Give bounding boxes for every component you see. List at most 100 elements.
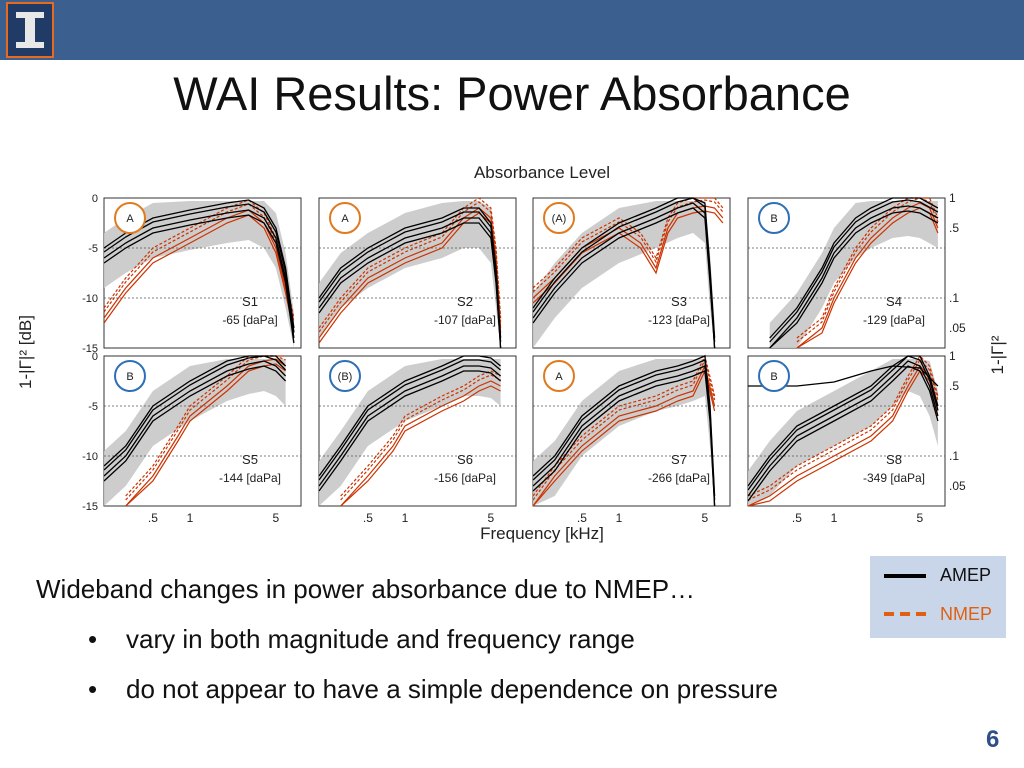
- group-label: B: [770, 213, 777, 225]
- x-tick-label: 1: [831, 511, 838, 525]
- legend: AMEP NMEP: [870, 556, 1006, 638]
- group-label: A: [126, 213, 134, 225]
- x-tick-label: 1: [402, 511, 409, 525]
- chart-title: Absorbance Level: [473, 163, 611, 182]
- amep-trace: [532, 207, 716, 349]
- y-tick-label: -5: [88, 401, 98, 413]
- amep-trace: [747, 355, 939, 487]
- page-number: 6: [986, 726, 1000, 753]
- nmep-trace: [532, 364, 716, 507]
- nmep-trace: [747, 355, 939, 497]
- normative-band: [533, 201, 715, 348]
- amep-trace: [769, 205, 939, 349]
- nmep-trace: [532, 199, 724, 293]
- pressure-label: -156 [daPa]: [434, 471, 496, 485]
- pressure-label: -266 [daPa]: [648, 471, 710, 485]
- nmep-trace: [318, 197, 502, 329]
- group-circle-marker: [758, 202, 790, 234]
- group-circle-marker: [114, 202, 146, 234]
- nmep-trace: [532, 210, 724, 304]
- normative-band: [104, 201, 294, 348]
- subject-label: S4: [886, 294, 902, 309]
- normative-band: [104, 359, 286, 506]
- group-label: A: [341, 213, 349, 225]
- subject-label: S1: [242, 294, 258, 309]
- nmep-trace: [796, 202, 939, 349]
- y-tick-label: -5: [88, 243, 98, 255]
- bullet-marker: •: [88, 674, 98, 704]
- header-bar: [0, 0, 1024, 60]
- amep-trace: [103, 214, 295, 344]
- right-tick-label: .5: [949, 221, 959, 235]
- amep-trace: [769, 210, 939, 349]
- right-tick-label: 1: [949, 349, 956, 363]
- group-circle-marker: [758, 360, 790, 392]
- amep-trace: [318, 207, 502, 339]
- amep-trace: [532, 197, 716, 339]
- amep-trace: [747, 365, 939, 502]
- pressure-label: -129 [daPa]: [863, 313, 925, 327]
- right-tick-label: .5: [949, 379, 959, 393]
- body-text: Wideband changes in power absorbance due…: [36, 574, 696, 604]
- amep-trace: [318, 370, 502, 492]
- group-circle-marker: [543, 202, 575, 234]
- subject-label: S3: [671, 294, 687, 309]
- nmep-trace: [340, 380, 501, 507]
- subject-label: S7: [671, 452, 687, 467]
- nmep-trace: [103, 203, 295, 323]
- amep-trace: [318, 222, 502, 349]
- nmep-trace: [340, 374, 501, 501]
- group-label: (A): [552, 213, 567, 225]
- amep-trace: [532, 355, 716, 497]
- bullet-text: do not appear to have a simple dependenc…: [126, 674, 778, 704]
- amep-trace: [318, 359, 502, 481]
- amep-trace: [769, 197, 939, 339]
- group-circle-marker: [329, 360, 361, 392]
- right-tick-label: .05: [949, 321, 966, 335]
- subject-label: S5: [242, 452, 258, 467]
- amep-trace: [747, 355, 939, 491]
- absorbance-charts: A S1 -65 [daPa] 0 -5 -10 -15 A S2 -107 [daPa] (A) S…: [82, 191, 966, 525]
- nmep-trace: [532, 369, 716, 507]
- normative-band: [748, 359, 938, 506]
- nmep-trace: [532, 354, 716, 497]
- x-tick-label: .5: [148, 511, 158, 525]
- normative-band: [769, 201, 938, 348]
- bullet-marker: •: [88, 624, 98, 654]
- y-tick-label: -10: [82, 451, 98, 463]
- amep-trace: [747, 360, 939, 497]
- amep-trace: [532, 370, 716, 507]
- amep-trace: [103, 360, 287, 477]
- y-tick-label: -15: [82, 501, 98, 513]
- legend-amep-label: AMEP: [940, 565, 992, 585]
- pressure-label: -65 [daPa]: [222, 313, 277, 327]
- right-tick-label: .1: [949, 291, 959, 305]
- right-tick-label: .1: [949, 449, 959, 463]
- amep-trace: [318, 365, 502, 487]
- y-tick-label: 0: [92, 351, 98, 363]
- x-tick-label: 1: [616, 511, 623, 525]
- group-circle-marker: [329, 202, 361, 234]
- nmep-trace: [103, 209, 295, 329]
- right-tick-label: 1: [949, 191, 956, 205]
- nmep-trace: [103, 214, 295, 334]
- subject-label: S2: [457, 294, 473, 309]
- nmep-trace: [340, 385, 501, 507]
- nmep-trace: [125, 358, 286, 507]
- amep-trace: [748, 365, 939, 387]
- x-axis-label: Frequency [kHz]: [480, 524, 604, 543]
- x-tick-label: .5: [577, 511, 587, 525]
- group-label: (B): [338, 371, 353, 383]
- normative-band: [319, 359, 501, 506]
- x-tick-label: 5: [702, 511, 709, 525]
- legend-nmep-label: NMEP: [940, 604, 993, 624]
- x-tick-label: .5: [792, 511, 802, 525]
- x-tick-label: 5: [488, 511, 495, 525]
- block-i-logo-icon: [6, 2, 54, 58]
- group-circle-marker: [543, 360, 575, 392]
- slide-title: WAI Results: Power Absorbance: [173, 67, 851, 120]
- amep-trace: [103, 209, 295, 339]
- pressure-label: -123 [daPa]: [648, 313, 710, 327]
- amep-trace: [103, 365, 287, 482]
- x-tick-label: 1: [187, 511, 194, 525]
